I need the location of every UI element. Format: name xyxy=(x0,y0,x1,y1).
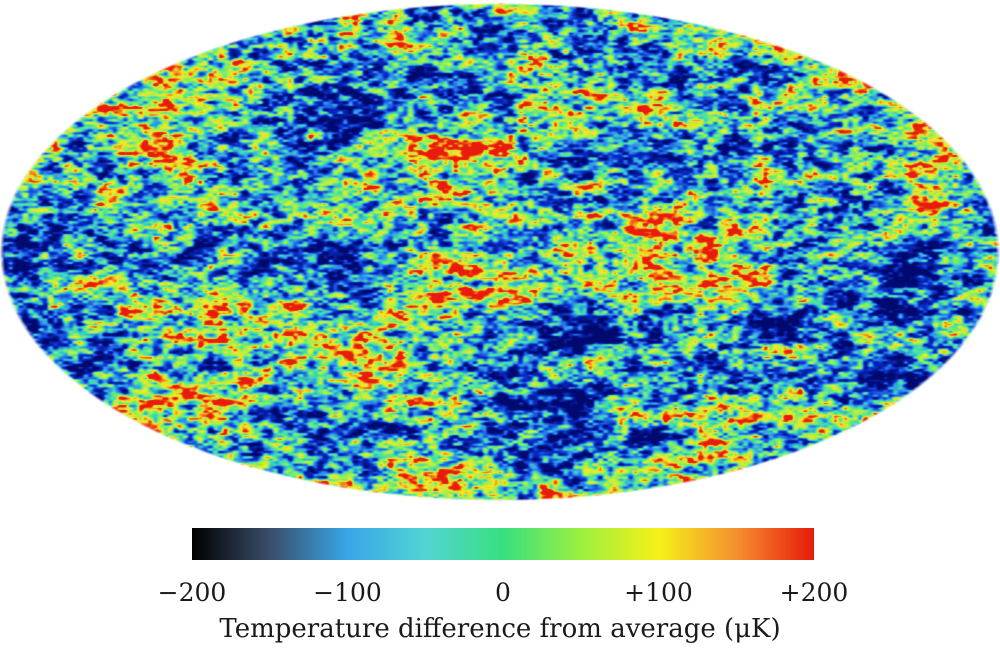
colorbar xyxy=(192,528,814,560)
colorbar-tick-label: +100 xyxy=(624,578,693,607)
colorbar-tick-label: +200 xyxy=(779,578,849,607)
colorbar-axis-title: Temperature difference from average (μK) xyxy=(219,614,781,644)
colorbar-tick-label: −100 xyxy=(313,578,382,607)
cmb-sky-map xyxy=(0,0,1000,510)
colorbar-tick-label: −200 xyxy=(157,578,227,607)
colorbar-tick-label: 0 xyxy=(495,578,511,607)
